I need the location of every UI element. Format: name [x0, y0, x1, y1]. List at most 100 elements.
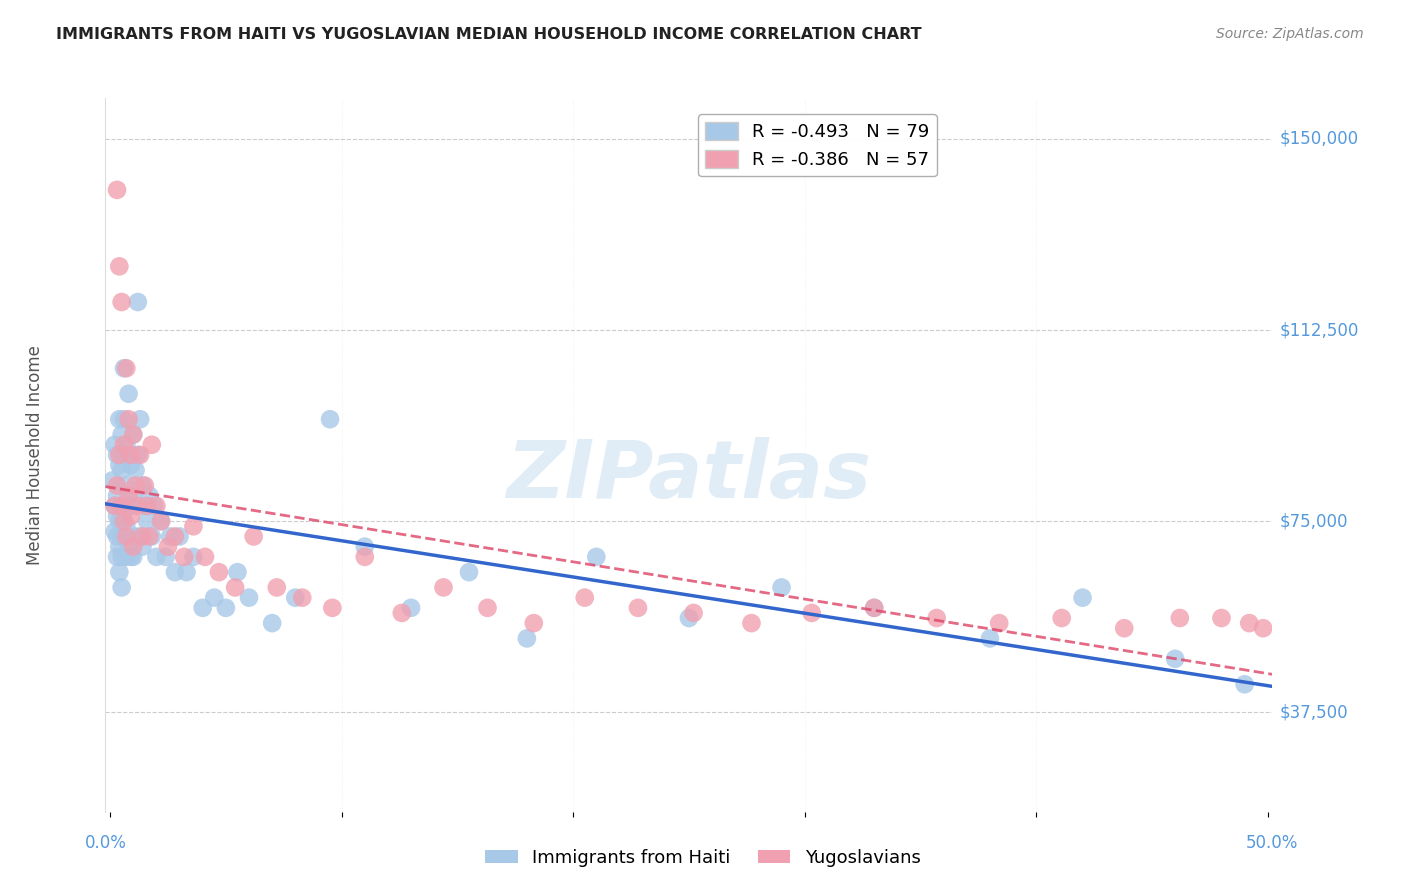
Point: [120, 499, 142, 513]
Point: [432, 581, 454, 595]
Point: [627, 600, 650, 615]
Point: [115, 549, 138, 564]
Point: [1211, 611, 1233, 625]
Point: [1114, 621, 1136, 635]
Point: [124, 478, 146, 492]
Text: Median Household Income: Median Household Income: [27, 345, 45, 565]
Point: [117, 386, 139, 401]
Point: [108, 448, 131, 462]
Point: [111, 499, 134, 513]
Point: [122, 489, 145, 503]
Point: [1050, 611, 1073, 625]
Point: [111, 549, 134, 564]
Text: $75,000: $75,000: [1279, 512, 1348, 530]
Point: [108, 514, 131, 528]
Point: [150, 514, 173, 528]
Point: [111, 499, 134, 513]
Point: [131, 540, 153, 554]
Point: [115, 519, 138, 533]
Point: [585, 549, 607, 564]
Point: [242, 529, 264, 543]
Point: [143, 499, 166, 513]
Point: [1071, 591, 1094, 605]
Point: [141, 438, 163, 452]
Point: [122, 427, 145, 442]
Point: [104, 524, 127, 539]
Point: [108, 540, 131, 554]
Point: [136, 499, 159, 513]
Point: [131, 478, 153, 492]
Point: [1164, 652, 1187, 666]
Legend: R = -0.493   N = 79, R = -0.386   N = 57: R = -0.493 N = 79, R = -0.386 N = 57: [697, 114, 936, 177]
Point: [516, 632, 538, 646]
Point: [127, 295, 149, 310]
Point: [678, 611, 700, 625]
Point: [800, 606, 823, 620]
Point: [115, 361, 138, 376]
Point: [120, 448, 142, 462]
Point: [111, 427, 134, 442]
Point: [115, 478, 138, 492]
Point: [129, 448, 152, 462]
Point: [138, 489, 160, 503]
Point: [238, 591, 260, 605]
Point: [191, 600, 214, 615]
Point: [129, 529, 152, 543]
Point: [105, 478, 128, 492]
Point: [112, 514, 135, 528]
Point: [284, 591, 307, 605]
Point: [105, 448, 128, 462]
Point: [124, 529, 146, 543]
Point: [208, 565, 231, 579]
Point: [740, 616, 762, 631]
Point: [108, 260, 131, 274]
Point: [115, 529, 138, 543]
Legend: Immigrants from Haiti, Yugoslavians: Immigrants from Haiti, Yugoslavians: [478, 842, 928, 874]
Point: [925, 611, 948, 625]
Point: [117, 448, 139, 462]
Point: [458, 565, 481, 579]
Point: [141, 529, 163, 543]
Point: [574, 591, 596, 605]
Text: Source: ZipAtlas.com: Source: ZipAtlas.com: [1216, 27, 1364, 41]
Point: [145, 499, 167, 513]
Point: [108, 412, 131, 426]
Point: [391, 606, 413, 620]
Point: [101, 474, 124, 488]
Point: [104, 499, 127, 513]
Point: [122, 540, 145, 554]
Point: [156, 540, 179, 554]
Point: [117, 412, 139, 426]
Point: [122, 427, 145, 442]
Point: [145, 549, 167, 564]
Point: [134, 499, 156, 513]
Point: [105, 529, 128, 543]
Point: [1233, 677, 1256, 691]
Point: [150, 514, 173, 528]
Point: [979, 632, 1001, 646]
Point: [104, 438, 127, 452]
Point: [112, 412, 135, 426]
Point: [138, 529, 160, 543]
Text: IMMIGRANTS FROM HAITI VS YUGOSLAVIAN MEDIAN HOUSEHOLD INCOME CORRELATION CHART: IMMIGRANTS FROM HAITI VS YUGOSLAVIAN MED…: [56, 27, 922, 42]
Point: [122, 549, 145, 564]
Text: $37,500: $37,500: [1279, 703, 1348, 722]
Point: [1239, 616, 1261, 631]
Point: [124, 463, 146, 477]
Point: [169, 529, 191, 543]
Point: [104, 499, 127, 513]
Point: [120, 509, 142, 524]
Point: [183, 549, 205, 564]
Point: [176, 565, 198, 579]
Point: [194, 549, 217, 564]
Point: [127, 448, 149, 462]
Point: [770, 581, 793, 595]
Point: [127, 499, 149, 513]
Point: [131, 529, 153, 543]
Text: 50.0%: 50.0%: [1246, 834, 1299, 852]
Point: [112, 448, 135, 462]
Point: [112, 361, 135, 376]
Point: [399, 600, 422, 615]
Point: [155, 549, 177, 564]
Point: [111, 295, 134, 310]
